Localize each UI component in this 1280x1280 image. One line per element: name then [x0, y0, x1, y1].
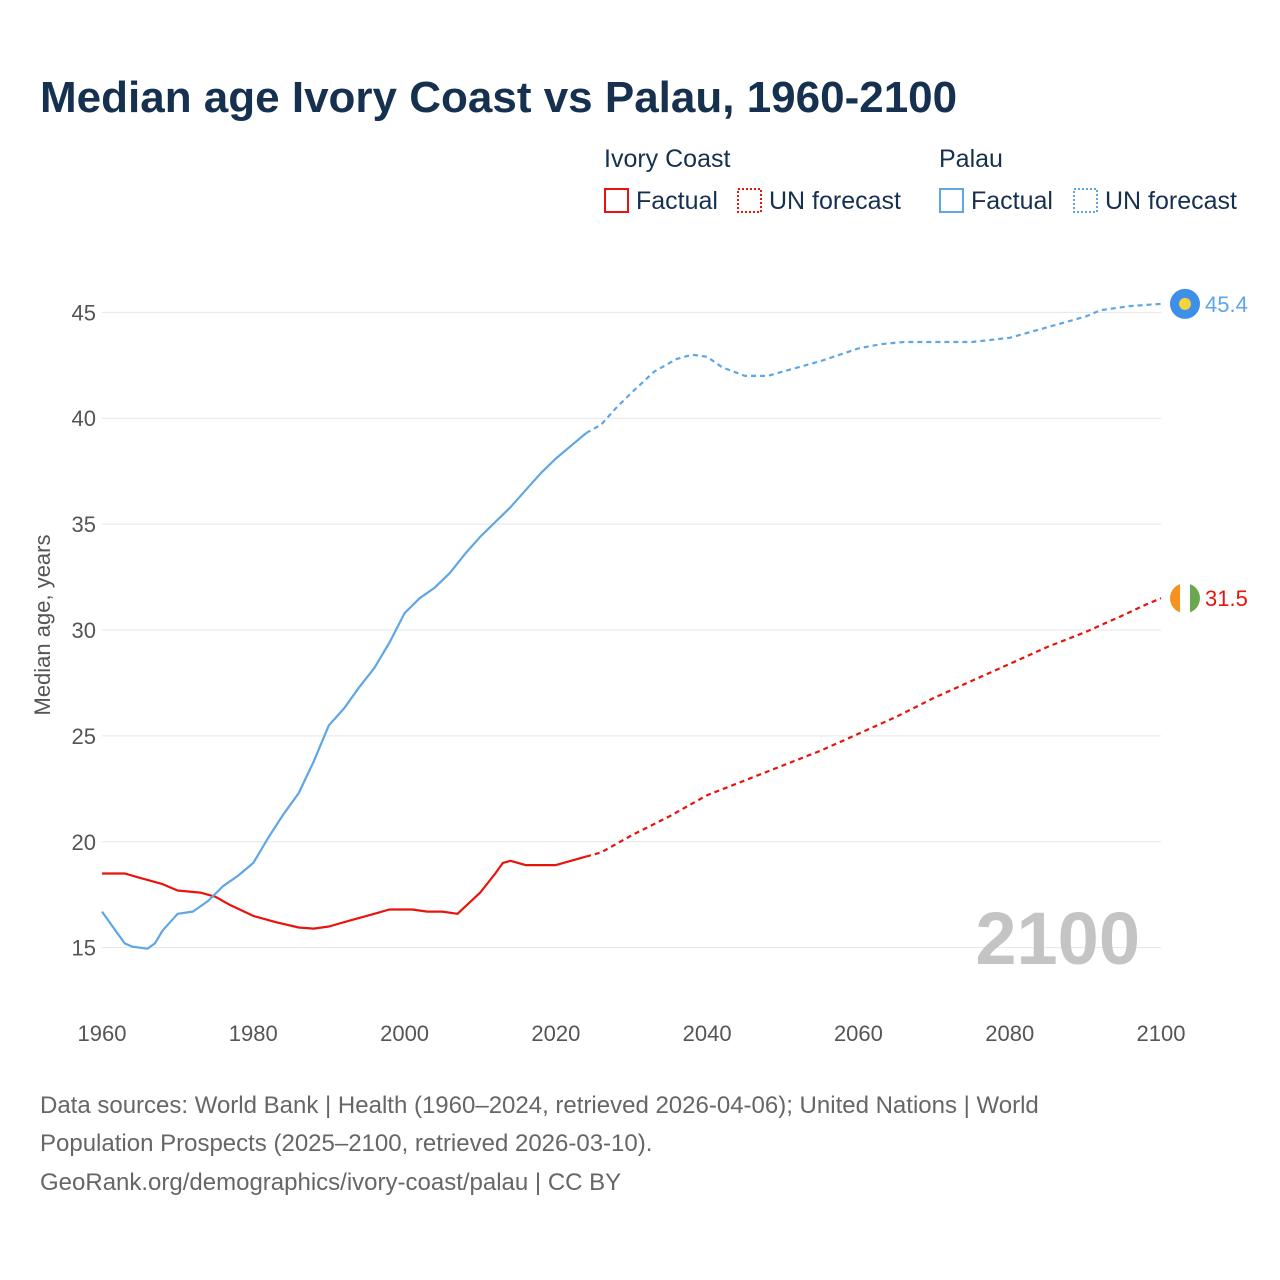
y-tick-label: 20 — [72, 830, 96, 855]
ivory-coast-flag-orange — [1170, 583, 1180, 614]
y-axis-label: Median age, years — [30, 535, 55, 716]
y-tick-label: 30 — [72, 618, 96, 643]
y-tick-label: 40 — [72, 406, 96, 431]
palau-end-value: 45.4 — [1205, 292, 1248, 317]
x-tick-label: 1960 — [78, 1021, 127, 1046]
x-tick-label: 2080 — [985, 1021, 1034, 1046]
ivory-coast-flag-green — [1190, 583, 1200, 614]
source-note: Data sources: World Bank | Health (1960–… — [40, 1092, 1039, 1196]
legend-group-palau: Palau — [939, 145, 1003, 173]
palau-forecast-line — [585, 302, 1162, 435]
y-tick-label: 35 — [72, 512, 96, 537]
source-line-2: Population Prospects (2025–2100, retriev… — [40, 1130, 652, 1157]
chart-title: Median age Ivory Coast vs Palau, 1960-21… — [40, 73, 957, 122]
legend-group-ivory-coast: Ivory Coast — [604, 145, 730, 173]
source-line-1: Data sources: World Bank | Health (1960–… — [40, 1092, 1039, 1119]
legend-label-palau-forecast: UN forecast — [1105, 187, 1237, 215]
legend-swatch-ivory-coast-forecast — [737, 188, 762, 213]
legend: Ivory Coast Factual UN forecast Palau Fa… — [604, 145, 1237, 215]
x-tick-label: 2020 — [531, 1021, 580, 1046]
x-tick-label: 1980 — [229, 1021, 278, 1046]
legend-swatch-palau-forecast — [1073, 188, 1098, 213]
x-tick-label: 2040 — [683, 1021, 732, 1046]
series-lines — [101, 302, 1162, 950]
grid — [102, 311, 1161, 949]
x-tick-label: 2100 — [1137, 1021, 1186, 1046]
y-tick-label: 25 — [72, 724, 96, 749]
palau-flag-moon — [1179, 297, 1191, 310]
legend-label-ivory-coast-forecast: UN forecast — [769, 187, 901, 215]
year-watermark: 2100 — [975, 897, 1140, 980]
palau-flag-marker — [1170, 288, 1200, 319]
y-tick-label: 45 — [72, 300, 96, 325]
ivory-coast-flag-white — [1180, 583, 1190, 614]
legend-swatch-ivory-coast-factual — [604, 188, 629, 213]
legend-swatch-palau-factual — [939, 188, 964, 213]
legend-label-palau-factual: Factual — [971, 187, 1053, 215]
ivory-coast-factual-line — [102, 855, 587, 930]
legend-label-ivory-coast-factual: Factual — [636, 187, 718, 215]
x-tick-label: 2000 — [380, 1021, 429, 1046]
ivory-coast-forecast-line — [585, 597, 1162, 858]
x-tick-label: 2060 — [834, 1021, 883, 1046]
palau-factual-line — [101, 432, 587, 950]
x-axis: 1960 1980 2000 2020 2040 2060 2080 2100 — [78, 1021, 1186, 1046]
ivory-coast-end-value: 31.5 — [1205, 586, 1248, 611]
ivory-coast-flag-marker — [1170, 583, 1200, 614]
y-tick-label: 15 — [72, 936, 96, 961]
source-line-3: GeoRank.org/demographics/ivory-coast/pal… — [40, 1169, 621, 1196]
y-axis: 15 20 25 30 35 40 45 — [72, 300, 96, 960]
